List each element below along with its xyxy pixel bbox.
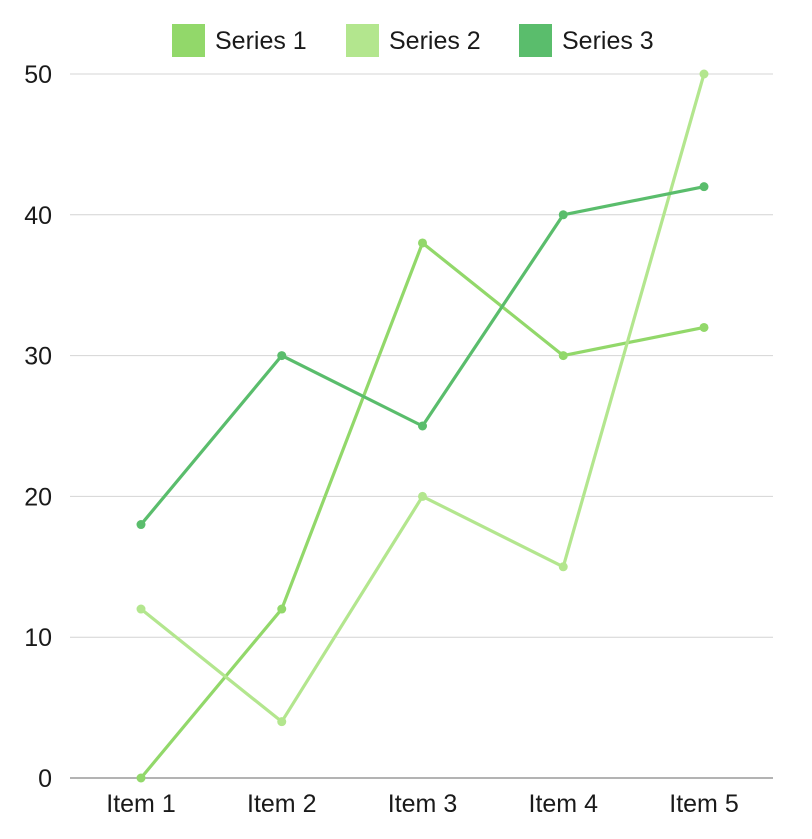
y-tick-label: 20 bbox=[24, 483, 52, 511]
data-point bbox=[699, 322, 709, 332]
data-point bbox=[136, 520, 146, 530]
y-tick-label: 0 bbox=[38, 765, 52, 793]
x-axis: Item 1 Item 2 Item 3 Item 4 Item 5 bbox=[106, 790, 738, 818]
data-point bbox=[277, 604, 287, 614]
data-point bbox=[277, 717, 287, 727]
series-line bbox=[139, 72, 706, 724]
data-point bbox=[699, 69, 709, 79]
data-point bbox=[277, 351, 287, 361]
data-point bbox=[558, 210, 568, 220]
series-2 bbox=[136, 69, 709, 727]
x-tick-label: Item 4 bbox=[529, 790, 599, 818]
series-1 bbox=[136, 238, 709, 783]
data-point bbox=[558, 351, 568, 361]
y-tick-label: 50 bbox=[24, 61, 52, 89]
legend-item: Series 3 bbox=[519, 24, 654, 57]
series-layer bbox=[136, 69, 709, 783]
series-3 bbox=[136, 182, 709, 530]
data-point bbox=[558, 562, 568, 572]
y-tick-label: 30 bbox=[24, 343, 52, 371]
x-tick-label: Item 5 bbox=[669, 790, 738, 818]
data-point bbox=[136, 604, 146, 614]
x-tick-label: Item 1 bbox=[106, 790, 175, 818]
data-point bbox=[699, 182, 709, 192]
legend-label: Series 3 bbox=[562, 27, 654, 55]
legend-swatch bbox=[346, 24, 379, 57]
series-line bbox=[139, 241, 706, 780]
legend-label: Series 2 bbox=[389, 27, 481, 55]
y-tick-label: 40 bbox=[24, 202, 52, 230]
data-point bbox=[418, 238, 427, 248]
legend-item: Series 1 bbox=[172, 24, 307, 57]
data-point bbox=[418, 491, 427, 501]
data-point bbox=[136, 773, 146, 783]
legend: Series 1 Series 2 Series 3 bbox=[172, 24, 654, 57]
legend-swatch bbox=[519, 24, 552, 57]
legend-swatch bbox=[172, 24, 205, 57]
x-tick-label: Item 2 bbox=[247, 790, 316, 818]
x-tick-label: Item 3 bbox=[388, 790, 457, 818]
legend-label: Series 1 bbox=[215, 27, 307, 55]
y-tick-label: 10 bbox=[24, 624, 52, 652]
y-axis: 0 10 20 30 40 50 bbox=[24, 61, 52, 793]
data-point bbox=[418, 421, 427, 431]
legend-item: Series 2 bbox=[346, 24, 481, 57]
